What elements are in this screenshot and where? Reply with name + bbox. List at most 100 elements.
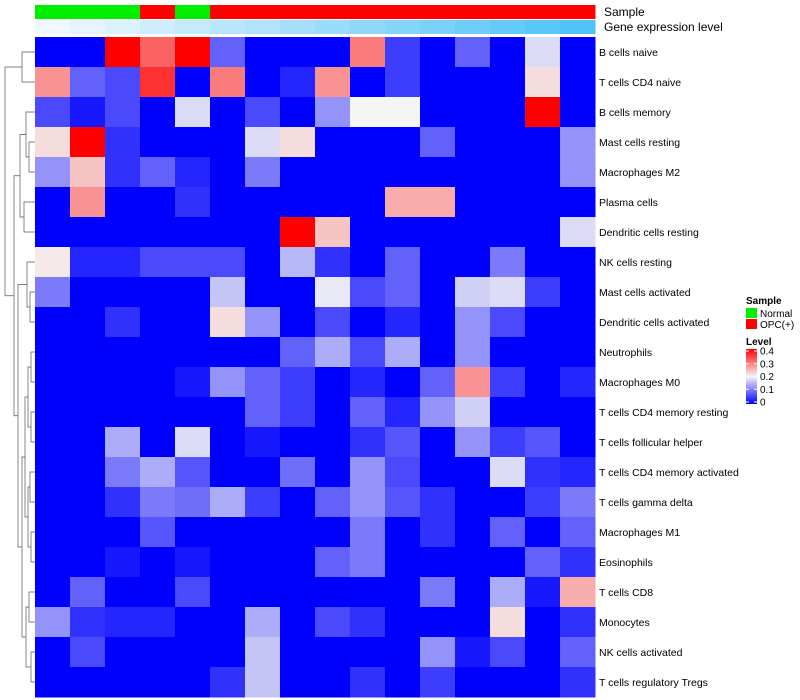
heatmap-cell bbox=[70, 67, 106, 98]
heatmap-cell bbox=[385, 667, 421, 698]
heatmap-cell bbox=[70, 577, 106, 608]
heatmap-cell bbox=[490, 67, 526, 98]
gene-expression-annotation-cell bbox=[350, 20, 386, 34]
level-colorbar bbox=[746, 349, 757, 404]
heatmap-cell bbox=[455, 517, 491, 548]
heatmap-cell bbox=[210, 337, 246, 368]
heatmap-cell bbox=[455, 427, 491, 458]
row-label: Macrophages M2 bbox=[599, 167, 680, 179]
heatmap-cell bbox=[420, 157, 456, 188]
heatmap-cell bbox=[420, 247, 456, 278]
heatmap-cell bbox=[175, 187, 211, 218]
heatmap-cell bbox=[105, 97, 141, 128]
heatmap-cell bbox=[210, 577, 246, 608]
heatmap-cell bbox=[35, 367, 71, 398]
heatmap-cell bbox=[140, 547, 176, 578]
heatmap-cell bbox=[490, 457, 526, 488]
dendrogram-branch bbox=[30, 351, 35, 383]
row-label: NK cells activated bbox=[599, 647, 683, 659]
heatmap-cell bbox=[455, 607, 491, 638]
heatmap-cell bbox=[350, 37, 386, 68]
row-label: NK cells resting bbox=[599, 257, 672, 269]
heatmap-cell bbox=[490, 337, 526, 368]
sample-legend: Sample Normal OPC(+) bbox=[746, 296, 794, 331]
heatmap-cell bbox=[420, 67, 456, 98]
heatmap-cell bbox=[175, 127, 211, 158]
heatmap-cell bbox=[105, 577, 141, 608]
heatmap-cell bbox=[350, 487, 386, 518]
heatmap-cell bbox=[560, 427, 596, 458]
heatmap-cell bbox=[315, 397, 351, 428]
heatmap-cell bbox=[105, 487, 141, 518]
level-tick-label: 0.4 bbox=[760, 347, 774, 358]
heatmap-cell bbox=[210, 487, 246, 518]
heatmap-cell bbox=[525, 217, 561, 248]
legend-swatch-opc bbox=[746, 319, 757, 329]
heatmap-cell bbox=[490, 247, 526, 278]
heatmap-cell bbox=[245, 457, 281, 488]
heatmap-cell bbox=[245, 637, 281, 668]
heatmap-cell bbox=[315, 247, 351, 278]
heatmap-cell bbox=[420, 577, 456, 608]
heatmap-cell bbox=[280, 667, 316, 698]
heatmap-cell bbox=[490, 97, 526, 128]
heatmap-cell bbox=[245, 367, 281, 398]
heatmap-cell bbox=[140, 337, 176, 368]
dendrogram-branch bbox=[13, 175, 20, 417]
heatmap-cell bbox=[420, 307, 456, 338]
heatmap-cell bbox=[210, 607, 246, 638]
heatmap-cell bbox=[280, 217, 316, 248]
heatmap-cell bbox=[560, 547, 596, 578]
gene-expression-annotation-cell bbox=[280, 20, 316, 34]
heatmap-cell bbox=[70, 277, 106, 308]
row-label: Dendritic cells activated bbox=[599, 317, 709, 329]
heatmap-cell bbox=[560, 67, 596, 98]
heatmap-cell bbox=[70, 97, 106, 128]
heatmap-cell bbox=[350, 67, 386, 98]
gene-expression-annotation-cell bbox=[490, 20, 526, 34]
heatmap-cell bbox=[140, 217, 176, 248]
heatmap-cell bbox=[35, 487, 71, 518]
heatmap-cell bbox=[70, 337, 106, 368]
heatmap-cell bbox=[35, 187, 71, 218]
heatmap-cell bbox=[105, 337, 141, 368]
heatmap-cell bbox=[105, 607, 141, 638]
heatmap-cell bbox=[455, 397, 491, 428]
heatmap-cell bbox=[560, 127, 596, 158]
heatmap-cell bbox=[385, 547, 421, 578]
heatmap-cell bbox=[420, 337, 456, 368]
dendrogram-branch bbox=[19, 134, 26, 218]
gene-expression-annotation-cell bbox=[315, 20, 351, 34]
row-dendrogram bbox=[4, 51, 35, 683]
heatmap-cell bbox=[70, 457, 106, 488]
heatmap-cell bbox=[525, 247, 561, 278]
heatmap-cell bbox=[560, 577, 596, 608]
heatmap-cell bbox=[175, 157, 211, 188]
heatmap-cell bbox=[35, 67, 71, 98]
heatmap-cell bbox=[280, 157, 316, 188]
heatmap-cell bbox=[280, 187, 316, 218]
heatmap-cell bbox=[245, 667, 281, 698]
heatmap-cell bbox=[560, 367, 596, 398]
heatmap-cell bbox=[280, 97, 316, 128]
heatmap-cell bbox=[280, 277, 316, 308]
heatmap-cell bbox=[140, 187, 176, 218]
heatmap-cell bbox=[35, 157, 71, 188]
heatmap-cell bbox=[455, 157, 491, 188]
heatmap-cell bbox=[315, 37, 351, 68]
heatmap-cell bbox=[140, 397, 176, 428]
heatmap-cell bbox=[420, 37, 456, 68]
heatmap-cell bbox=[420, 427, 456, 458]
heatmap-cell bbox=[560, 397, 596, 428]
heatmap-cell bbox=[385, 577, 421, 608]
heatmap-cell bbox=[560, 187, 596, 218]
dendrogram-branch bbox=[24, 396, 28, 518]
heatmap-cell bbox=[280, 67, 316, 98]
heatmap-cell bbox=[420, 517, 456, 548]
heatmap-cell bbox=[420, 217, 456, 248]
sample-annotation-cell bbox=[70, 5, 106, 19]
heatmap-cell bbox=[525, 637, 561, 668]
level-tick-label: 0.3 bbox=[760, 359, 774, 370]
heatmap-cell bbox=[140, 427, 176, 458]
heatmap-cell bbox=[455, 577, 491, 608]
